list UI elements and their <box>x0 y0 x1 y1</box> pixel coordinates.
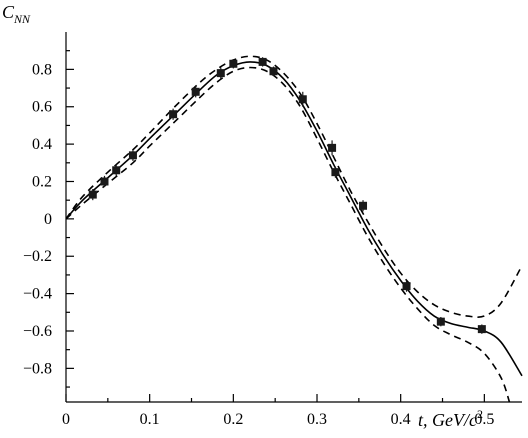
data-point <box>258 57 267 67</box>
tick-labels: 0 0.1 0.2 0.3 0.4 0.5 −0.8 −0.6 −0.4 −0.2 0 0.2 0.4 0… <box>23 61 494 428</box>
data-marker <box>359 201 368 210</box>
y-axis-label: CNN <box>2 2 31 26</box>
data-marker <box>128 151 137 160</box>
data-marker <box>477 325 486 334</box>
x-tick-label: 0.2 <box>223 411 243 428</box>
x-axis-label: t, GeV/c2 <box>418 407 483 430</box>
y-tick-label: 0.6 <box>32 99 52 116</box>
data-point <box>100 175 109 188</box>
fit-curves <box>65 55 523 403</box>
data-marker <box>258 57 267 66</box>
data-marker <box>298 95 307 104</box>
x-tick-label: 0.3 <box>307 411 327 428</box>
data-marker <box>229 59 238 68</box>
data-marker <box>88 190 97 199</box>
x-tick-label: 0.5 <box>474 411 494 428</box>
y-tick-label: −0.8 <box>23 360 52 377</box>
x-tick-label: 0 <box>62 411 70 428</box>
data-marker <box>402 282 411 291</box>
data-marker <box>436 317 445 326</box>
data-marker <box>112 166 121 175</box>
data-point <box>112 164 121 176</box>
data-point <box>169 108 178 120</box>
data-point <box>359 200 368 212</box>
x-tick-label: 0.4 <box>391 411 411 428</box>
data-point <box>477 324 486 334</box>
data-point <box>436 316 445 327</box>
y-tick-label: −0.4 <box>23 286 52 303</box>
y-tick-label: −0.6 <box>23 323 52 340</box>
data-marker <box>169 110 178 119</box>
dashed-curve-1 <box>65 55 523 318</box>
y-tick-label: 0 <box>44 211 52 228</box>
data-point <box>402 280 411 292</box>
data-marker <box>328 143 337 152</box>
data-marker <box>269 67 278 76</box>
data-point <box>88 188 97 201</box>
data-point <box>216 67 225 79</box>
data-marker <box>100 177 109 186</box>
solid-curve <box>65 61 523 377</box>
x-tick-label: 0.1 <box>140 411 160 428</box>
y-tick-label: −0.2 <box>23 248 52 265</box>
data-point <box>229 59 238 69</box>
data-point <box>269 66 278 76</box>
y-tick-label: 0.8 <box>32 61 52 78</box>
data-marker <box>216 69 225 78</box>
data-point <box>331 166 340 178</box>
dashed-curve-2 <box>65 66 511 403</box>
y-tick-label: 0.2 <box>32 173 52 190</box>
data-point <box>328 140 337 156</box>
data-point <box>191 86 200 98</box>
data-point <box>128 149 137 161</box>
y-tick-label: 0.4 <box>32 136 52 153</box>
data-points <box>88 57 486 334</box>
data-point <box>298 91 307 107</box>
data-marker <box>191 87 200 96</box>
axes <box>65 32 522 403</box>
data-marker <box>331 168 340 177</box>
